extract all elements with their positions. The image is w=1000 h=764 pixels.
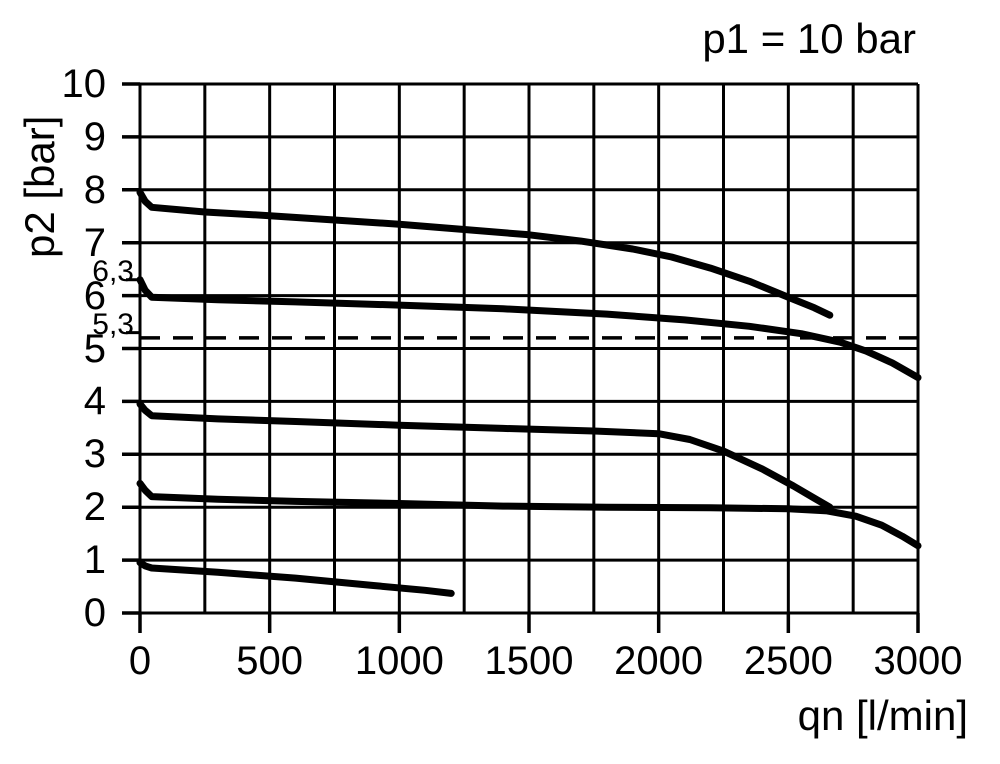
curve-p2-7.7-bar: [136, 188, 834, 319]
y-tick-label-3: 3: [83, 432, 106, 477]
y-tick-label-9: 9: [83, 114, 106, 159]
y-tick-label-6: 6: [83, 273, 106, 318]
curve-p2-0.9-bar: [136, 559, 455, 597]
x-tick-label-1500: 1500: [484, 639, 574, 683]
x-tick-label-2500: 2500: [743, 639, 833, 683]
curve-p2-2.2-bar: [136, 479, 922, 550]
y-tick-label-4: 4: [83, 379, 106, 424]
chart-title: p1 = 10 bar: [702, 15, 916, 62]
x-tick-label-0: 0: [128, 639, 152, 683]
y-tick-label-0: 0: [83, 591, 106, 635]
x-tick-label-3000: 3000: [873, 639, 963, 683]
x-axis-title: qn [l/min]: [797, 692, 968, 739]
y-tick-label-7: 7: [83, 220, 106, 265]
y-tick-label-10: 10: [61, 62, 107, 106]
curve-p2-3.8-bar: [136, 400, 834, 511]
x-tick-label-1000: 1000: [354, 639, 444, 683]
x-tick-label-2000: 2000: [614, 639, 704, 683]
y-tick-label-8: 8: [83, 167, 106, 212]
y-tick-label-2: 2: [83, 485, 106, 530]
y-tick-label-5: 5: [83, 326, 106, 371]
curve-p2-6.0-bar: [136, 276, 922, 382]
x-tick-label-500: 500: [236, 639, 304, 683]
y-extra-tick-label-5,3: 5,3: [92, 307, 134, 341]
y-tick-label-1: 1: [83, 538, 106, 583]
y-extra-tick-label-6,3: 6,3: [92, 254, 134, 288]
